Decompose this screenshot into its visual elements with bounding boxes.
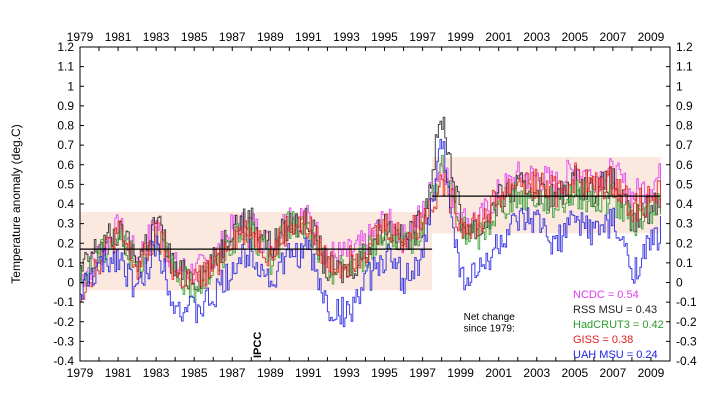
y-tick-label-left: 0.3	[57, 217, 74, 231]
x-tick-label-bottom: 1999	[447, 366, 474, 380]
x-tick-label-bottom: 1983	[143, 366, 170, 380]
y-tick-label-left: 0.9	[57, 99, 74, 113]
legend-entry: GISS = 0.38	[573, 334, 633, 346]
legend-entry: NCDC = 0.54	[573, 289, 639, 301]
y-tick-label-right: 0.1	[676, 256, 693, 270]
x-tick-label-top: 2007	[600, 30, 627, 44]
x-tick-label-bottom: 2005	[561, 366, 588, 380]
series-line-1	[80, 116, 661, 291]
x-tick-label-bottom: 1993	[333, 366, 360, 380]
x-tick-label-bottom: 1995	[371, 366, 398, 380]
legend-entry: HadCRUT3 = 0.42	[573, 319, 664, 331]
y-tick-label-right: 0.8	[676, 119, 693, 133]
y-tick-label-left: -0.4	[53, 354, 74, 368]
y-tick-label-left: 0.2	[57, 236, 74, 250]
x-tick-label-top: 1985	[181, 30, 208, 44]
y-tick-label-left: 1	[67, 79, 74, 93]
y-tick-label-left: 0.5	[57, 177, 74, 191]
x-tick-label-bottom: 2001	[485, 366, 512, 380]
y-tick-label-right: 1.2	[676, 40, 693, 54]
y-tick-label-left: 0.7	[57, 138, 74, 152]
annotation-net-change-2: since 1979:	[464, 324, 515, 335]
y-tick-label-left: -0.1	[53, 295, 74, 309]
x-tick-label-top: 1999	[447, 30, 474, 44]
y-tick-label-left: 0.6	[57, 158, 74, 172]
y-tick-label-right: -0.2	[676, 315, 697, 329]
x-tick-label-top: 2009	[638, 30, 665, 44]
legend-entry: UAH MSU = 0.24	[573, 349, 658, 361]
y-tick-label-right: 0.2	[676, 236, 693, 250]
x-tick-label-bottom: 1981	[105, 366, 132, 380]
y-tick-label-right: -0.1	[676, 295, 697, 309]
x-ticks: 1979 1979 1981 1981 1983 1983 1985 1985 1987 1987…	[67, 30, 671, 380]
series-line-4	[80, 138, 661, 328]
x-tick-label-bottom: 2007	[600, 366, 627, 380]
y-tick-label-left: 1.1	[57, 60, 74, 74]
x-tick-label-bottom: 1991	[295, 366, 322, 380]
y-tick-label-left: 0.8	[57, 119, 74, 133]
x-tick-label-top: 1993	[333, 30, 360, 44]
y-ticks: -0.4 -0.4 -0.3 -0.3 -0.2 -0.2 -0.1 -0.1 0 0 0.1 0.1…	[53, 40, 697, 368]
x-tick-label-top: 1987	[219, 30, 246, 44]
y-tick-label-right: 0.9	[676, 99, 693, 113]
x-tick-label-bottom: 1997	[409, 366, 436, 380]
x-tick-label-bottom: 1987	[219, 366, 246, 380]
legend-entry: RSS MSU = 0.43	[573, 304, 657, 316]
y-tick-label-right: 1.1	[676, 60, 693, 74]
x-tick-label-top: 1995	[371, 30, 398, 44]
x-tick-label-top: 2003	[523, 30, 550, 44]
y-tick-label-right: -0.4	[676, 354, 697, 368]
y-tick-label-right: 0.6	[676, 158, 693, 172]
y-tick-label-right: 0.7	[676, 138, 693, 152]
x-tick-label-bottom: 1979	[67, 366, 94, 380]
x-tick-label-top: 1989	[257, 30, 284, 44]
series-lines	[80, 116, 661, 328]
x-tick-label-top: 1979	[67, 30, 94, 44]
y-tick-label-left: 0.1	[57, 256, 74, 270]
y-tick-label-right: 0.4	[676, 197, 693, 211]
y-tick-label-left: 1.2	[57, 40, 74, 54]
y-tick-label-right: 0	[676, 276, 683, 290]
y-tick-label-right: 0.5	[676, 177, 693, 191]
y-tick-label-left: 0.4	[57, 197, 74, 211]
y-tick-label-right: 1	[676, 79, 683, 93]
series-line-3	[80, 162, 661, 303]
y-axis-title: Temperature anomaly (deg.C)	[9, 124, 23, 283]
annotation-ipcc: IPCC	[252, 332, 264, 358]
x-tick-label-bottom: 2009	[638, 366, 665, 380]
x-tick-label-top: 1991	[295, 30, 322, 44]
x-tick-label-bottom: 2003	[523, 366, 550, 380]
y-tick-label-left: 0	[67, 276, 74, 290]
y-tick-label-right: 0.3	[676, 217, 693, 231]
y-tick-label-left: -0.2	[53, 315, 74, 329]
x-tick-label-top: 2001	[485, 30, 512, 44]
mean-lines	[80, 195, 661, 250]
x-tick-label-top: 1981	[105, 30, 132, 44]
x-tick-label-top: 1983	[143, 30, 170, 44]
legend: NCDC = 0.54 RSS MSU = 0.43 HadCRUT3 = 0.42…	[573, 289, 664, 361]
annotation-net-change-1: Net change	[464, 312, 516, 323]
x-tick-label-bottom: 1989	[257, 366, 284, 380]
y-tick-label-left: -0.3	[53, 334, 74, 348]
x-tick-label-bottom: 1985	[181, 366, 208, 380]
series-line-2	[80, 154, 661, 302]
y-tick-label-right: -0.3	[676, 334, 697, 348]
x-tick-label-top: 1997	[409, 30, 436, 44]
x-tick-label-top: 2005	[561, 30, 588, 44]
